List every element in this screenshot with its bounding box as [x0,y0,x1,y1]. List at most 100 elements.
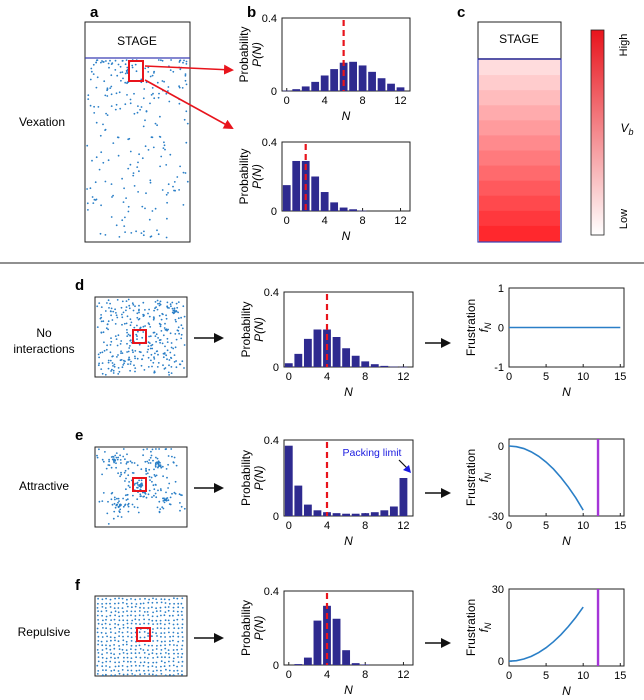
person-dot [152,597,154,600]
person-dot [114,498,116,501]
person-dot [125,640,128,643]
bar [313,329,322,367]
person-dot [138,170,140,173]
person-dot [165,236,168,239]
x-axis-label: N [344,385,353,399]
person-dot [124,216,126,219]
person-dot [143,314,145,317]
person-dot [110,492,113,495]
y-tick-label: 0.4 [264,586,279,598]
person-dot [178,86,181,89]
person-dot [179,68,182,71]
person-dot [101,674,104,677]
person-dot [148,335,151,338]
potential-band [479,120,560,136]
person-dot [149,179,152,182]
bar [342,348,351,367]
person-dot [143,669,145,672]
person-dot [106,89,108,92]
person-dot [97,619,99,621]
person-dot [182,305,185,308]
person-dot [159,652,162,655]
person-dot [126,453,128,456]
person-dot [177,602,180,605]
person-dot [103,341,105,344]
person-dot [158,448,161,450]
person-dot [106,640,108,643]
person-dot [130,360,132,363]
person-dot [177,656,179,658]
person-dot [122,448,125,450]
y-axis-label: Probability [239,600,253,656]
person-dot [161,312,164,315]
person-dot [122,497,124,500]
person-dot [162,507,165,510]
person-dot [100,368,103,370]
person-dot [134,661,137,663]
bar [330,202,339,211]
person-dot [139,623,141,625]
person-dot [156,635,158,637]
person-dot [172,347,175,350]
person-dot [95,198,98,201]
person-dot [116,299,119,301]
person-dot [110,310,112,313]
person-dot [125,300,128,302]
person-dot [161,59,164,62]
person-dot [134,357,137,360]
person-dot [156,644,158,647]
person-dot [171,492,173,495]
person-dot [117,656,120,659]
person-dot [110,670,113,672]
person-dot [117,497,120,500]
x-tick-label: 12 [394,95,406,107]
person-dot [175,302,178,305]
frustration-line [508,606,584,662]
person-dot [109,302,111,305]
person-dot [135,230,138,233]
person-dot [122,505,125,508]
person-dot [151,448,154,451]
person-dot [135,645,138,647]
venue-panel-e [94,446,188,528]
person-dot [109,636,112,638]
person-dot [151,619,154,622]
row-label-repulsive: Repulsive [18,625,71,639]
person-dot [105,60,107,62]
person-dot [131,472,134,474]
person-dot [87,209,89,211]
person-dot [136,357,139,360]
person-dot [98,168,101,171]
person-dot [151,606,153,609]
person-dot [149,102,151,105]
person-dot [100,204,102,207]
person-dot [110,337,112,339]
person-dot [156,615,159,618]
person-dot [100,610,103,613]
person-dot [110,314,112,317]
person-dot [105,467,108,470]
person-dot [130,648,132,650]
person-dot [115,314,118,317]
person-dot [184,79,187,82]
person-dot [130,665,133,667]
person-dot [114,323,117,325]
person-dot [142,97,145,100]
person-dot [126,498,129,501]
person-dot [124,469,127,472]
person-dot [125,649,128,651]
person-dot [117,472,119,475]
person-dot [142,301,145,304]
person-dot [173,627,176,629]
person-dot [100,631,103,634]
person-dot [129,339,132,342]
person-dot [151,87,154,89]
person-dot [154,352,156,355]
person-dot [181,636,184,638]
person-dot [152,459,154,462]
person-dot [177,606,180,609]
person-dot [100,314,102,316]
person-dot [118,645,120,647]
person-dot [117,640,120,643]
person-dot [147,644,150,647]
